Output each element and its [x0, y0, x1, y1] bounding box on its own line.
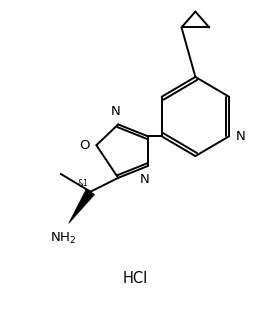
Text: O: O [79, 139, 89, 152]
Text: HCl: HCl [122, 271, 148, 286]
Text: &1: &1 [78, 179, 89, 188]
Text: N: N [110, 105, 120, 118]
Polygon shape [69, 189, 95, 223]
Text: N: N [236, 130, 246, 143]
Text: NH$_2$: NH$_2$ [50, 231, 76, 246]
Text: N: N [140, 173, 150, 186]
